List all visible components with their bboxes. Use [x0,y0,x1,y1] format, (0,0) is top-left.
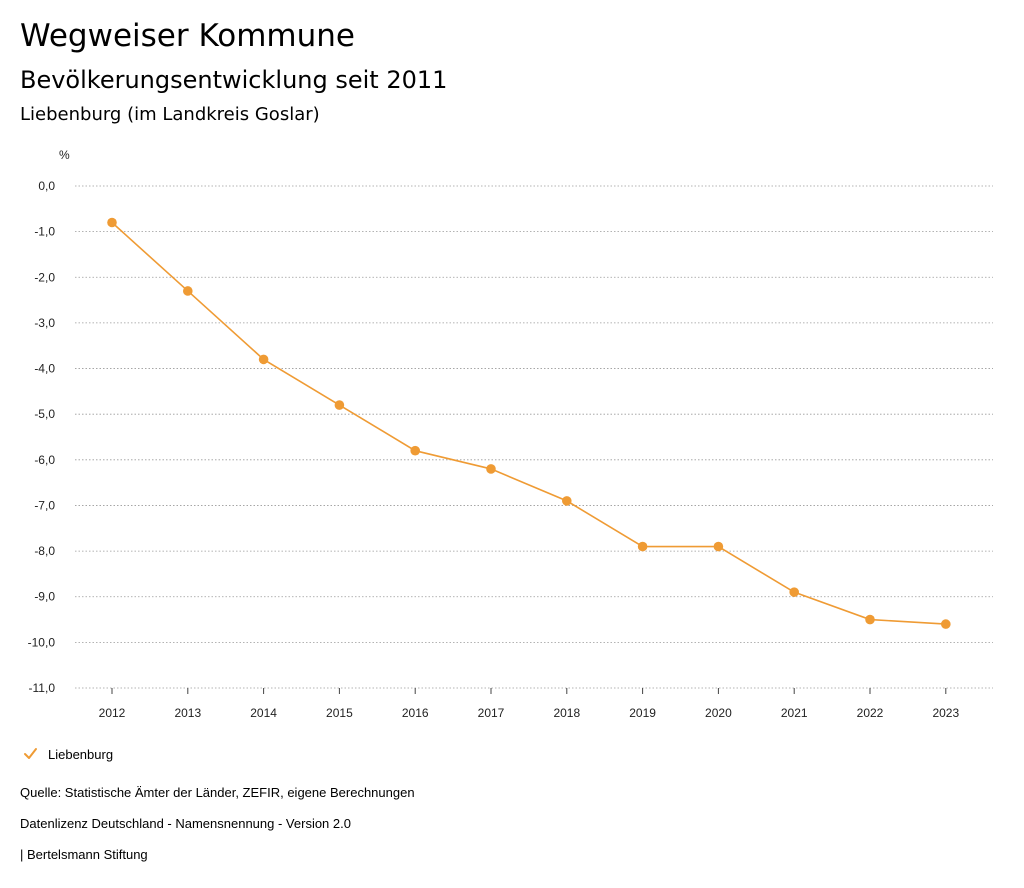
y-tick-label: -5,0 [34,407,55,421]
y-unit-label: % [59,148,70,162]
x-tick-label: 2016 [402,706,429,720]
x-axis: 2012 2013 2014 2015 2016 2017 2018 2019 2020 2021… [99,688,959,720]
data-point[interactable] [637,541,648,552]
x-tick-label: 2013 [174,706,201,720]
y-tick-label: -8,0 [34,544,55,558]
data-point[interactable] [789,587,799,597]
x-tick-label: 2022 [857,706,884,720]
check-icon [24,748,37,759]
x-tick-label: 2021 [781,706,808,720]
series-line [111,221,946,625]
legend[interactable]: Liebenburg [20,744,113,764]
data-point[interactable] [410,445,421,456]
data-point[interactable] [258,354,269,365]
x-tick-label: 2012 [99,706,126,720]
y-tick-label: -1,0 [34,225,55,239]
x-tick-label: 2020 [705,706,732,720]
y-tick-label: 0,0 [38,179,55,193]
data-point[interactable] [941,619,951,629]
license-note: Datenlizenz Deutschland - Namensnennung … [20,816,351,831]
page-title: Wegweiser Kommune [20,18,355,54]
legend-label: Liebenburg [48,746,114,762]
x-tick-label: 2019 [629,706,656,720]
data-point[interactable] [713,541,724,552]
x-tick-label: 2023 [932,706,959,720]
x-tick-label: 2018 [553,706,580,720]
source-note: Quelle: Statistische Ämter der Länder, Z… [20,785,415,800]
line-chart: 0,0 -1,0 -2,0 -3,0 -4,0 -5,0 -6,0 -7,0 -8,0 -9,0 -… [28,148,993,720]
x-tick-label: 2014 [250,706,277,720]
y-tick-label: -10,0 [28,635,56,649]
data-point[interactable] [865,614,875,625]
region-label: Liebenburg (im Landkreis Goslar) [20,104,320,125]
chart-subtitle: Bevölkerungsentwicklung seit 2011 [20,66,448,94]
x-tick-label: 2017 [478,706,505,720]
data-point[interactable] [183,286,193,296]
y-tick-label: -11,0 [29,681,56,695]
x-tick-label: 2015 [326,706,353,720]
data-point[interactable] [107,217,117,228]
y-tick-label: -3,0 [34,316,55,330]
publisher-note: | Bertelsmann Stiftung [20,847,148,862]
y-axis: 0,0 -1,0 -2,0 -3,0 -4,0 -5,0 -6,0 -7,0 -8,0 -9,0 -… [28,179,56,695]
data-point[interactable] [334,400,345,410]
y-tick-label: -2,0 [34,270,55,284]
data-point[interactable] [486,464,496,474]
data-point[interactable] [562,496,572,506]
y-tick-label: -6,0 [34,453,55,467]
y-tick-label: -4,0 [34,362,55,376]
y-tick-label: -9,0 [34,590,55,604]
y-tick-label: -7,0 [34,498,55,512]
grid-lines [75,185,993,689]
series-liebenburg [107,217,951,629]
